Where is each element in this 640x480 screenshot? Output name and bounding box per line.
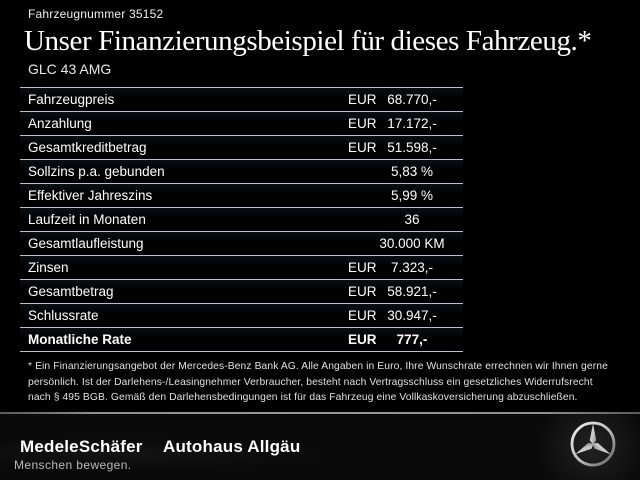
table-row: Monatliche Rate EUR 777,- <box>20 328 463 352</box>
row-label: Sollzins p.a. gebunden <box>28 164 165 179</box>
mercedes-star-icon <box>570 421 616 467</box>
row-label: Effektiver Jahreszins <box>28 188 153 203</box>
row-label: Anzahlung <box>28 116 92 131</box>
table-row: Gesamtlaufleistung 30.000 KM <box>20 232 463 256</box>
row-value: 5,99 % <box>390 188 434 203</box>
table-row: Gesamtkreditbetrag EUR 51.598,- <box>20 136 463 160</box>
row-value: 30.000 KM <box>379 236 445 251</box>
row-currency: EUR <box>348 92 377 107</box>
table-row: Effektiver Jahreszins 5,99 % <box>20 184 463 208</box>
row-value: 777,- <box>396 332 428 347</box>
row-label: Monatliche Rate <box>28 332 132 347</box>
table-row: Anzahlung EUR 17.172,- <box>20 112 463 136</box>
footer-bar: MedeleSchäfer Autohaus Allgäu Menschen b… <box>0 414 640 480</box>
row-value: 5,83 % <box>390 164 434 179</box>
row-value: 36 <box>404 212 420 227</box>
financing-table: Fahrzeugpreis EUR 68.770,- Anzahlung EUR 17.1… <box>20 87 463 352</box>
row-value: 58.921,- <box>387 284 437 299</box>
row-label: Gesamtlaufleistung <box>28 236 144 251</box>
row-currency: EUR <box>348 116 377 131</box>
table-row: Schlussrate EUR 30.947,- <box>20 304 463 328</box>
vehicle-number: Fahrzeugnummer 35152 <box>28 7 164 21</box>
row-currency: EUR <box>348 140 377 155</box>
legal-footnote: * Ein Finanzierungsangebot der Mercedes-… <box>28 361 608 403</box>
row-label: Laufzeit in Monaten <box>28 212 146 227</box>
row-label: Gesamtkreditbetrag <box>28 140 147 155</box>
row-value: 68.770,- <box>387 92 437 107</box>
table-row: Zinsen EUR 7.323,- <box>20 256 463 280</box>
table-row: Fahrzeugpreis EUR 68.770,- <box>20 88 463 112</box>
footer-divider <box>0 412 640 414</box>
row-value: 51.598,- <box>387 140 437 155</box>
dealer-secondary-name: Autohaus Allgäu <box>163 437 301 456</box>
row-value: 7.323,- <box>390 260 434 275</box>
table-row: Laufzeit in Monaten 36 <box>20 208 463 232</box>
row-currency: EUR <box>348 260 377 275</box>
row-label: Zinsen <box>28 260 69 275</box>
vehicle-model: GLC 43 AMG <box>28 61 112 77</box>
table-row: Gesamtbetrag EUR 58.921,- <box>20 280 463 304</box>
table-row: Sollzins p.a. gebunden 5,83 % <box>20 160 463 184</box>
row-label: Schlussrate <box>28 308 99 323</box>
dealer-tagline: Menschen bewegen. <box>14 458 132 472</box>
page-title: Unser Finanzierungsbeispiel für dieses F… <box>24 25 592 57</box>
row-currency: EUR <box>348 284 377 299</box>
row-currency: EUR <box>348 308 377 323</box>
row-label: Fahrzeugpreis <box>28 92 115 107</box>
row-value: 30.947,- <box>387 308 437 323</box>
row-value: 17.172,- <box>387 116 437 131</box>
dealer-name: MedeleSchäfer <box>20 437 143 456</box>
row-currency: EUR <box>348 332 377 347</box>
row-label: Gesamtbetrag <box>28 284 114 299</box>
